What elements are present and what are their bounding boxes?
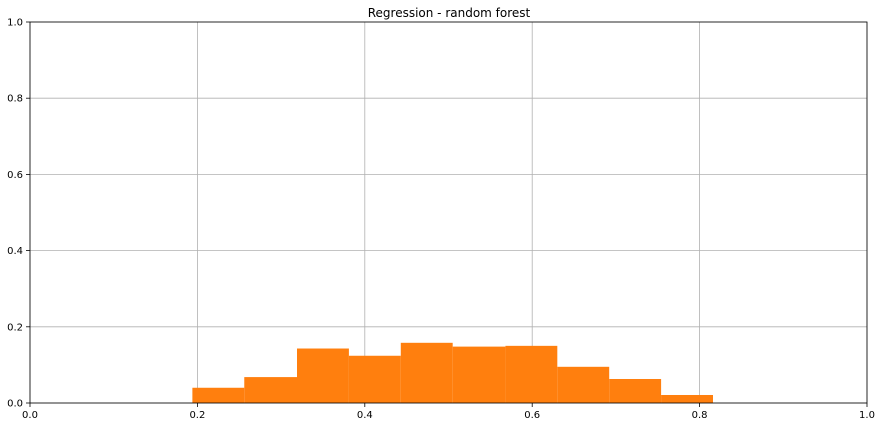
y-tick-label: 0.6 <box>7 170 23 181</box>
y-tick-label: 0.4 <box>7 246 23 257</box>
y-tick-label: 0.2 <box>7 322 23 333</box>
x-tick-label: 0.0 <box>22 410 38 421</box>
axes <box>29 21 868 404</box>
x-axis-ticks: 0.0 0.2 0.4 0.6 0.8 1.0 <box>22 403 875 421</box>
x-tick-label: 0.2 <box>189 410 205 421</box>
y-tick-label: 1.0 <box>7 18 23 29</box>
x-tick-label: 0.6 <box>524 410 540 421</box>
plot-frame <box>29 21 868 404</box>
histogram-bar <box>348 355 401 403</box>
histogram-bar <box>192 387 245 403</box>
histogram-bar <box>297 348 349 403</box>
histogram-bar <box>244 377 298 403</box>
histogram-bar <box>452 346 506 403</box>
x-tick-label: 0.4 <box>357 410 373 421</box>
histogram-bars <box>192 342 713 403</box>
histogram-bar <box>609 378 662 403</box>
x-tick-label: 1.0 <box>859 410 875 421</box>
y-tick-label: 0.0 <box>7 399 23 410</box>
histogram-bar <box>661 394 713 403</box>
histogram-bar <box>557 366 610 403</box>
x-tick-label: 0.8 <box>692 410 708 421</box>
y-axis-ticks: 0.0 0.2 0.4 0.6 0.8 1.0 <box>7 18 30 410</box>
histogram-bar <box>400 342 453 403</box>
y-tick-label: 0.8 <box>7 94 23 105</box>
histogram-bar <box>505 345 558 403</box>
chart-title: Regression - random forest <box>368 6 531 20</box>
